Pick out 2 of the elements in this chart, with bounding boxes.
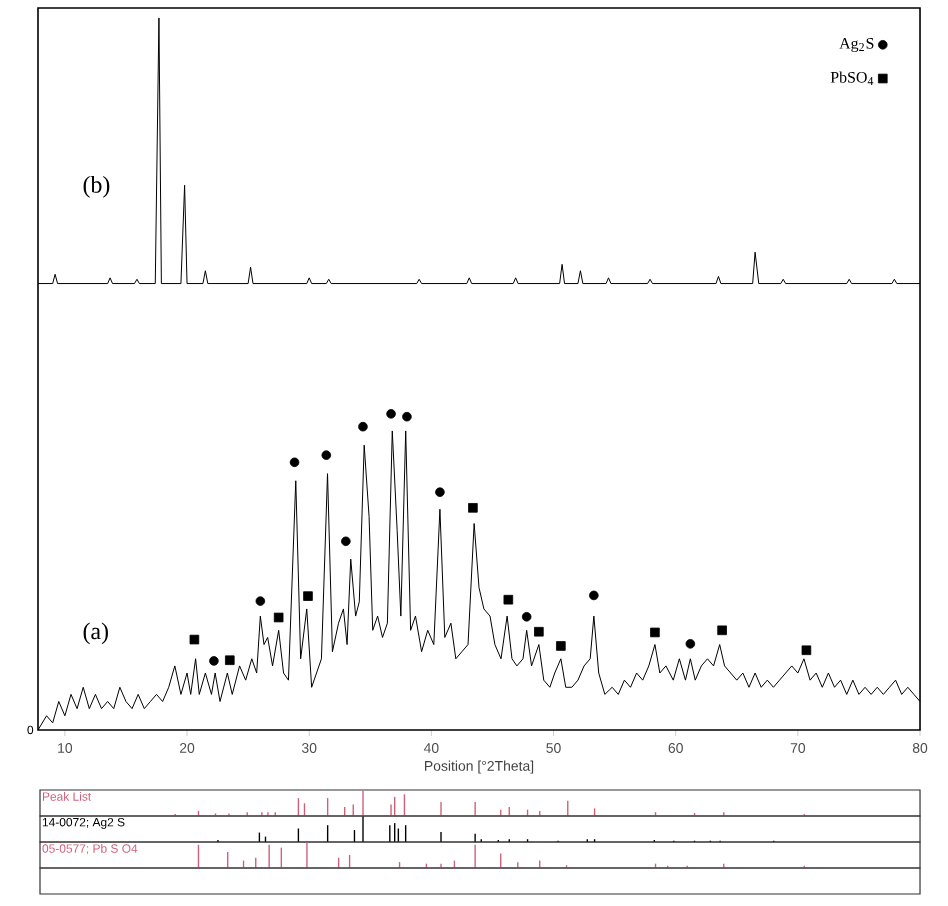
series-label: (b): [83, 176, 110, 198]
series-label: (a): [83, 622, 108, 645]
